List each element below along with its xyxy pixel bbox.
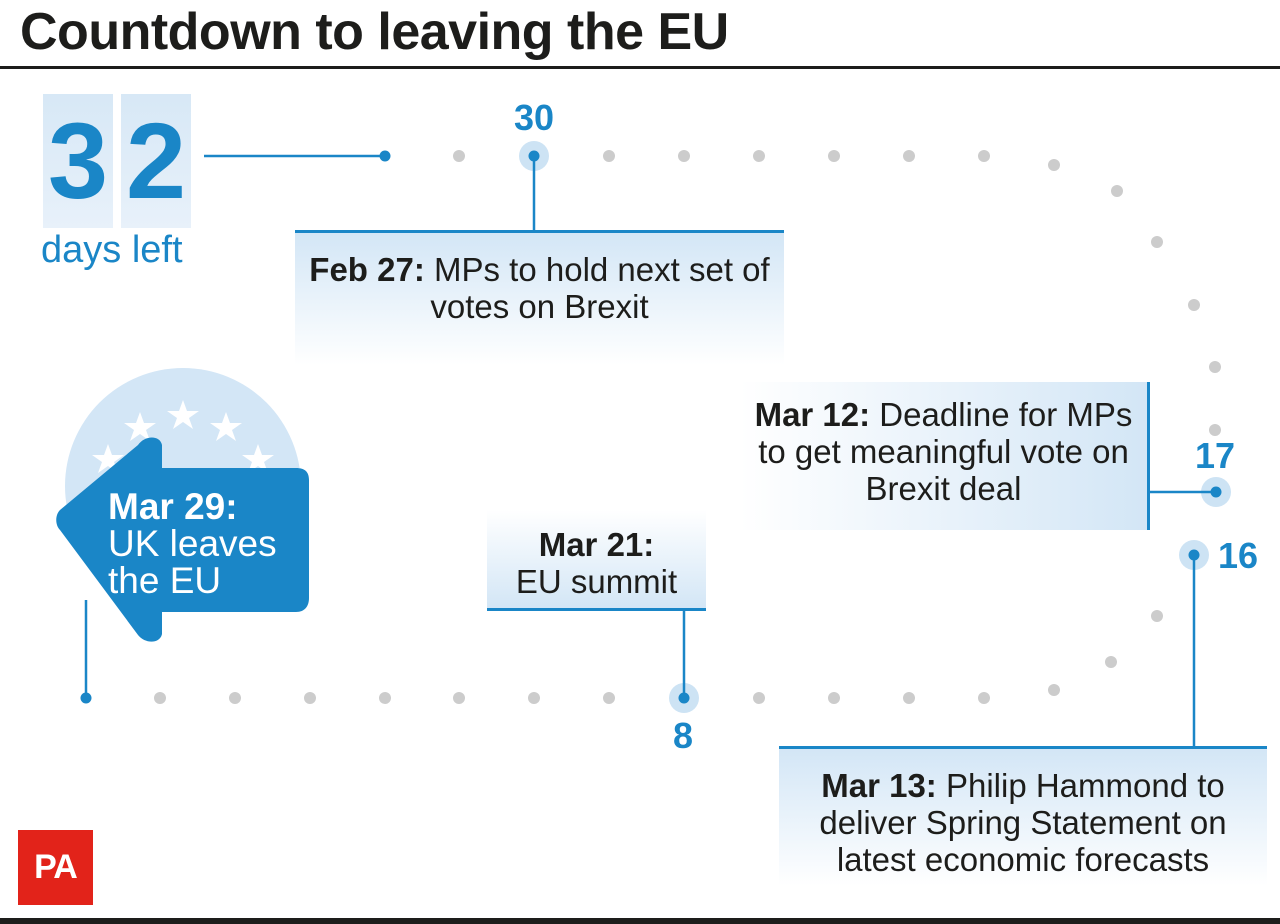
event-mar21-date: Mar 21: — [538, 526, 655, 563]
page-title: Countdown to leaving the EU — [20, 3, 729, 61]
marker-30: 30 — [514, 97, 555, 138]
marker-17: 17 — [1195, 435, 1236, 476]
event-mar13: Mar 13: Philip Hammond to deliver Spring… — [779, 746, 1267, 886]
days-digit-ones: 2 — [121, 94, 191, 228]
event-mar29: Mar 29: UK leaves the EU — [108, 488, 308, 599]
event-mar13-text: Philip Hammond to deliver Spring Stateme… — [819, 767, 1227, 878]
event-mar12-text: Deadline for MPs to get meaningful vote … — [758, 396, 1133, 507]
event-feb27-date: Feb 27: — [309, 251, 425, 288]
top-rule — [0, 66, 1280, 69]
eu-stars-icon — [92, 400, 274, 473]
event-feb27: Feb 27: MPs to hold next set of votes on… — [295, 230, 784, 365]
leave-arrow-icon — [56, 437, 309, 642]
event-feb27-text: MPs to hold next set of votes on Brexit — [424, 251, 770, 325]
event-mar12: Mar 12: Deadline for MPs to get meaningf… — [740, 382, 1150, 530]
top-dots — [453, 150, 1221, 436]
event-mar21: Mar 21: EU summit — [487, 510, 706, 611]
days-digit-tens: 3 — [43, 94, 113, 228]
pa-logo: PA — [18, 830, 93, 905]
days-left-label: days left — [41, 229, 183, 271]
bottom-dots — [154, 610, 1163, 704]
bottom-rule — [0, 918, 1280, 924]
marker-8: 8 — [673, 715, 694, 756]
marker-16: 16 — [1218, 535, 1259, 576]
event-mar29-text: UK leaves the EU — [108, 523, 277, 601]
event-mar13-date: Mar 13: — [821, 767, 937, 804]
event-mar12-date: Mar 12: — [754, 396, 871, 433]
event-mar29-date: Mar 29: — [108, 486, 238, 527]
event-mar21-text: EU summit — [515, 563, 678, 600]
